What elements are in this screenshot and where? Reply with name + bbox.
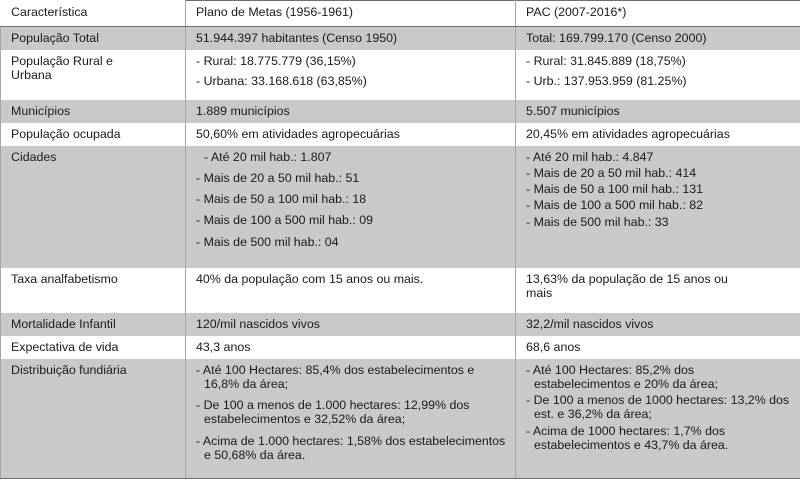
table-row-municipios: Municípios 1.889 municípios 5.507 municí… xyxy=(0,99,800,123)
list-item: - Mais de 20 a 50 mil hab.: 414 xyxy=(526,165,697,180)
cell-line-rural: - Rural: 18.775.779 (36,15%) xyxy=(196,53,356,68)
list-item: - Até 20 mil hab.: 1.807 xyxy=(204,149,332,164)
table-row-distribuicao-fundiaria: Distribuição fundiária - Até 100 Hectare… xyxy=(0,358,800,479)
column-header-pac: PAC (2007-2016*) xyxy=(515,0,800,27)
cell-pac-populacao-ocupada: 20,45% em atividades agropecuárias xyxy=(515,122,800,146)
list-item: - Mais de 100 a 500 mil hab.: 09 xyxy=(196,213,374,228)
cell-plano-mortalidade-infantil: 120/mil nascidos vivos xyxy=(185,312,516,336)
list-item: - Mais de 500 mil hab.: 33 xyxy=(526,214,669,229)
cell-pac-taxa-analfabetismo: 13,63% da população de 15 anos ou mais xyxy=(515,267,800,313)
row-label-cidades: Cidades xyxy=(0,145,186,268)
list-item: - Mais de 50 a 100 mil hab.: 18 xyxy=(196,192,367,207)
row-label-distribuicao-fundiaria: Distribuição fundiária xyxy=(0,358,186,479)
table-row-taxa-analfabetismo: Taxa analfabetismo 40% da população com … xyxy=(0,267,800,313)
row-label-populacao-rural-urbana: População Rural e Urbana xyxy=(0,49,186,100)
table-row-cidades: Cidades - Até 20 mil hab.: 1.807 - Mais … xyxy=(0,145,800,268)
table-header-row: Característica Plano de Metas (1956-1961… xyxy=(0,0,800,27)
column-header-plano-de-metas: Plano de Metas (1956-1961) xyxy=(185,0,516,27)
row-label-populacao-total: População Total xyxy=(0,26,186,50)
list-item: - Até 20 mil hab.: 4.847 xyxy=(526,149,654,164)
table-row-populacao-ocupada: População ocupada 50,60% em atividades a… xyxy=(0,122,800,146)
row-label-mortalidade-infantil: Mortalidade Infantil xyxy=(0,312,186,336)
cell-line-urbana: - Urbana: 33.168.618 (63,85%) xyxy=(196,73,367,88)
cell-plano-municipios: 1.889 municípios xyxy=(185,99,516,123)
cell-plano-taxa-analfabetismo: 40% da população com 15 anos ou mais. xyxy=(185,267,516,313)
row-label-municipios: Municípios xyxy=(0,99,186,123)
list-item: - Acima de 1000 hectares: 1,7% dos estab… xyxy=(526,423,729,452)
list-item: - Até 100 Hectares: 85,4% dos estabeleci… xyxy=(196,362,478,391)
cell-line-1: 13,63% da população de 15 anos ou xyxy=(526,271,728,286)
comparison-table: Característica Plano de Metas (1956-1961… xyxy=(0,0,800,479)
list-item: - Acima de 1.000 hectares: 1,58% dos est… xyxy=(196,433,509,462)
row-label-line-1: População Rural e xyxy=(11,53,113,68)
list-item: - De 100 a menos de 1000 hectares: 13,2%… xyxy=(526,393,793,422)
cell-line-urbana: - Urb.: 137.953.959 (81.25%) xyxy=(526,73,687,88)
cell-plano-populacao-total: 51.944.397 habitantes (Censo 1950) xyxy=(185,26,516,50)
cell-plano-populacao-rural-urbana: - Rural: 18.775.779 (36,15%) - Urbana: 3… xyxy=(185,49,516,100)
list-item: - De 100 a menos de 1.000 hectares: 12,9… xyxy=(196,398,473,427)
list-item: - Até 100 Hectares: 85,2% dos estabeleci… xyxy=(526,362,718,391)
column-header-caracteristica: Característica xyxy=(0,0,186,27)
cell-pac-distribuicao-fundiaria: - Até 100 Hectares: 85,2% dos estabeleci… xyxy=(515,358,800,479)
row-label-populacao-ocupada: População ocupada xyxy=(0,122,186,146)
cell-pac-populacao-rural-urbana: - Rural: 31.845.889 (18,75%) - Urb.: 137… xyxy=(515,49,800,100)
cell-plano-populacao-ocupada: 50,60% em atividades agropecuárias xyxy=(185,122,516,146)
cell-pac-mortalidade-infantil: 32,2/mil nascidos vivos xyxy=(515,312,800,336)
table-row-expectativa-de-vida: Expectativa de vida 43,3 anos 68,6 anos xyxy=(0,335,800,359)
cell-line-2: mais xyxy=(526,285,553,300)
cell-pac-cidades: - Até 20 mil hab.: 4.847 - Mais de 20 a … xyxy=(515,145,800,268)
list-item: - Mais de 20 a 50 mil hab.: 51 xyxy=(196,170,360,185)
table-row-populacao-total: População Total 51.944.397 habitantes (C… xyxy=(0,26,800,50)
row-label-line-2: Urbana xyxy=(11,67,52,82)
cell-line-rural: - Rural: 31.845.889 (18,75%) xyxy=(526,53,686,68)
row-label-taxa-analfabetismo: Taxa analfabetismo xyxy=(0,267,186,313)
table-row-populacao-rural-urbana: População Rural e Urbana - Rural: 18.775… xyxy=(0,49,800,100)
cell-pac-populacao-total: Total: 169.799.170 (Censo 2000) xyxy=(515,26,800,50)
list-item: - Mais de 100 a 500 mil hab.: 82 xyxy=(526,198,704,213)
cell-plano-expectativa-de-vida: 43,3 anos xyxy=(185,335,516,359)
cell-plano-cidades: - Até 20 mil hab.: 1.807 - Mais de 20 a … xyxy=(185,145,516,268)
list-item: - Mais de 500 mil hab.: 04 xyxy=(196,234,339,249)
list-item: - Mais de 50 a 100 mil hab.: 131 xyxy=(526,182,704,197)
cell-pac-expectativa-de-vida: 68,6 anos xyxy=(515,335,800,359)
row-label-expectativa-de-vida: Expectativa de vida xyxy=(0,335,186,359)
cell-plano-distribuicao-fundiaria: - Até 100 Hectares: 85,4% dos estabeleci… xyxy=(185,358,516,479)
table-row-mortalidade-infantil: Mortalidade Infantil 120/mil nascidos vi… xyxy=(0,312,800,336)
cell-pac-municipios: 5.507 municípios xyxy=(515,99,800,123)
